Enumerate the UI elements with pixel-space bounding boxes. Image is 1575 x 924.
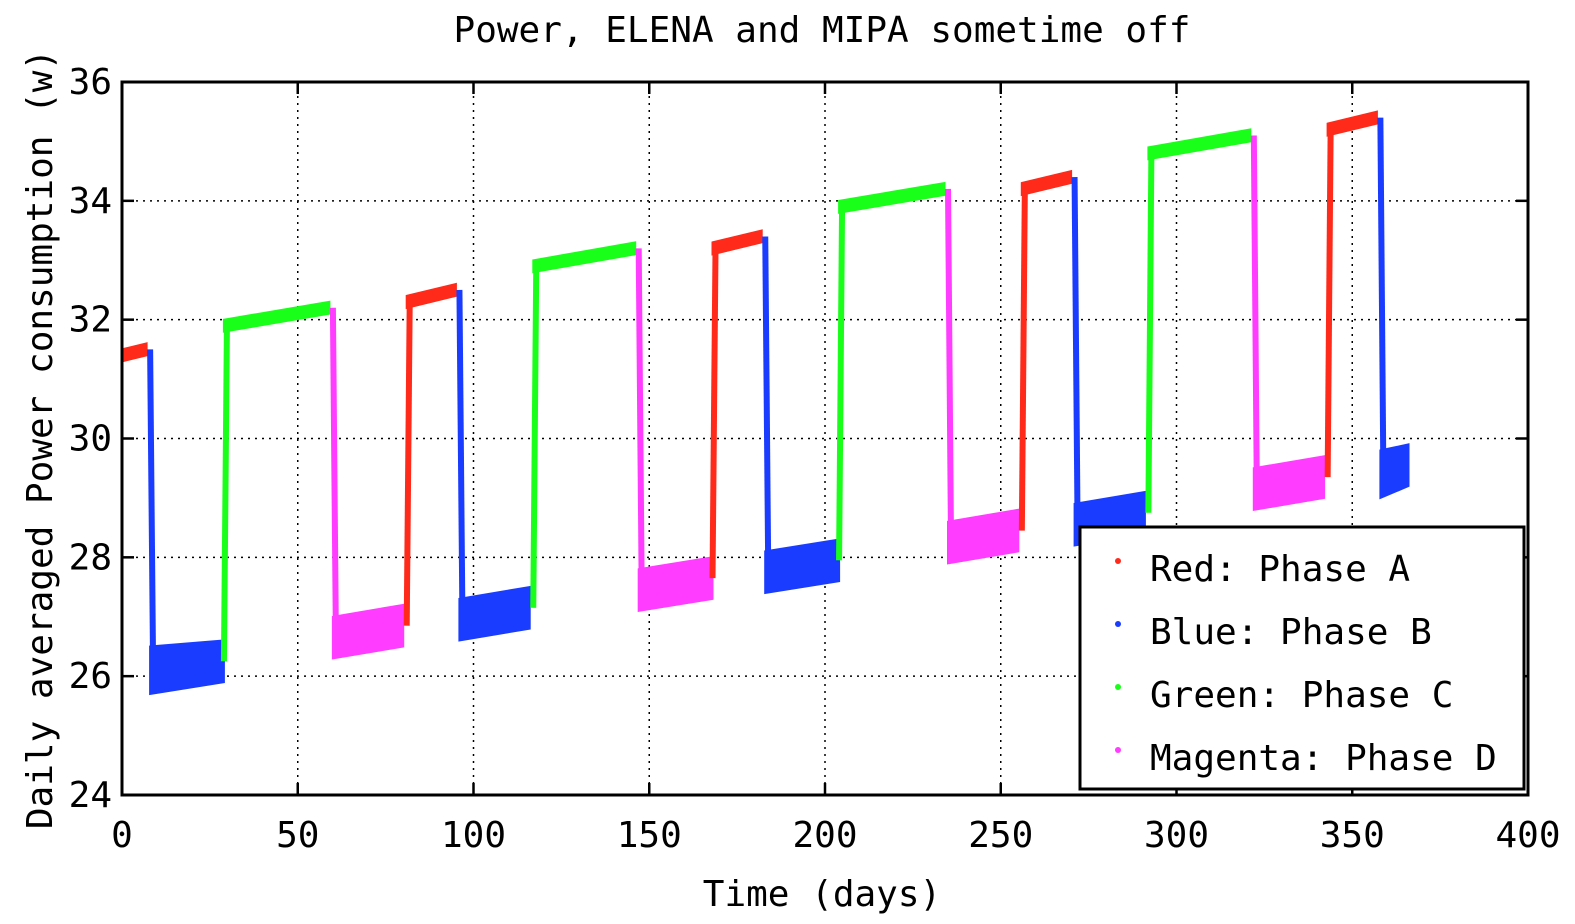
transition-line: [836, 206, 846, 561]
data-band: [1147, 128, 1252, 161]
legend-label: Green: Phase C: [1150, 675, 1453, 716]
data-band: [532, 241, 637, 274]
x-tick-label: 200: [792, 815, 857, 856]
legend: Red: Phase A Blue: Phase B Green: Phase C M…: [1078, 525, 1526, 791]
series-3: [222, 128, 1252, 333]
data-band: [331, 603, 405, 660]
y-axis-label: Daily averaged Power consumption (w): [20, 49, 61, 829]
legend-marker: [1115, 558, 1121, 564]
transition-line: [1145, 153, 1155, 513]
transition-line: [530, 266, 540, 608]
y-tick-label: 32: [69, 300, 112, 341]
legend-marker: [1115, 684, 1121, 690]
legend-marker: [1115, 747, 1121, 753]
transition-line: [709, 248, 719, 579]
series-2: [149, 443, 1410, 696]
transition-line: [945, 188, 955, 543]
x-tick-label: 0: [111, 815, 133, 856]
transition-line: [456, 289, 466, 620]
x-tick-label: 300: [1144, 815, 1209, 856]
transition-line: [1071, 177, 1081, 525]
transition-line: [1250, 135, 1260, 490]
data-band: [838, 181, 946, 214]
data-band: [947, 508, 1020, 565]
legend-marker: [1115, 621, 1121, 627]
x-tick-label: 350: [1320, 815, 1385, 856]
series-1: [121, 110, 1378, 363]
transition-line: [329, 307, 339, 638]
transition-line: [1324, 129, 1334, 478]
transition-line: [403, 301, 413, 626]
transition-line: [1018, 188, 1028, 531]
data-band: [1379, 443, 1410, 500]
chart-title: Power, ELENA and MIPA sometime off: [454, 10, 1191, 51]
transition-line: [147, 349, 157, 671]
y-tick-label: 34: [69, 181, 112, 222]
transition-line: [762, 236, 772, 573]
data-band: [1020, 169, 1073, 197]
transition-line: [1377, 117, 1387, 475]
legend-box: [1078, 525, 1526, 791]
data-band: [405, 282, 457, 310]
series-4: [331, 455, 1326, 660]
data-band: [1252, 455, 1326, 511]
axis-ticks: 0 50 100 150 200 250 300 350 400 24 26 28 30 32 34 36: [69, 62, 1561, 856]
legend-label: Red: Phase A: [1150, 549, 1410, 590]
x-tick-label: 400: [1495, 815, 1560, 856]
y-tick-label: 24: [69, 775, 112, 816]
data-band: [711, 229, 763, 256]
data-band: [637, 556, 714, 612]
data-band: [764, 538, 841, 595]
y-tick-label: 36: [69, 62, 112, 103]
data-band: [121, 342, 148, 363]
data-band: [458, 585, 531, 642]
transition-line: [220, 325, 230, 662]
x-tick-label: 100: [441, 815, 506, 856]
data-band: [149, 639, 225, 696]
legend-label: Blue: Phase B: [1150, 612, 1432, 653]
y-tick-label: 28: [69, 537, 112, 578]
x-tick-label: 150: [617, 815, 682, 856]
x-tick-label: 50: [276, 815, 319, 856]
data-band: [222, 300, 331, 333]
transition-line: [635, 248, 645, 591]
legend-label: Magenta: Phase D: [1150, 738, 1497, 779]
y-tick-label: 30: [69, 419, 112, 460]
y-tick-label: 26: [69, 656, 112, 697]
x-axis-label: Time (days): [703, 874, 941, 915]
data-band: [1326, 110, 1378, 137]
data-series: [121, 110, 1410, 696]
x-tick-label: 250: [968, 815, 1033, 856]
